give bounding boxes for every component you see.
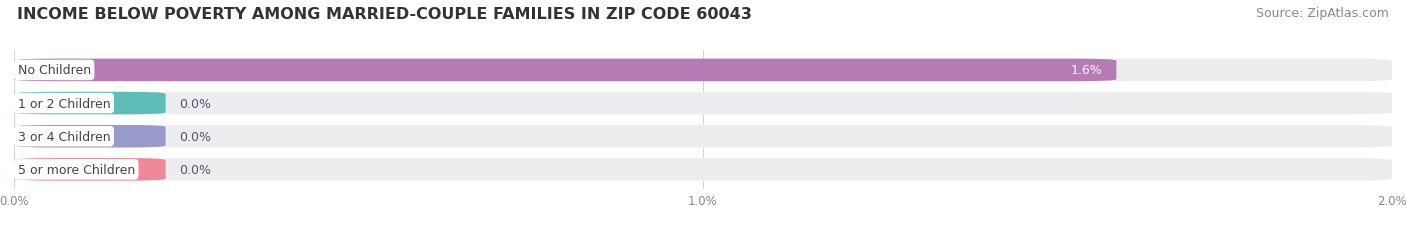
FancyBboxPatch shape [14,92,166,115]
FancyBboxPatch shape [14,158,166,181]
Text: 0.0%: 0.0% [180,163,211,176]
Text: INCOME BELOW POVERTY AMONG MARRIED-COUPLE FAMILIES IN ZIP CODE 60043: INCOME BELOW POVERTY AMONG MARRIED-COUPL… [17,7,752,22]
Text: 1.6%: 1.6% [1071,64,1102,77]
Text: 1 or 2 Children: 1 or 2 Children [17,97,110,110]
Text: 5 or more Children: 5 or more Children [17,163,135,176]
FancyBboxPatch shape [14,158,1392,181]
Text: 0.0%: 0.0% [180,97,211,110]
FancyBboxPatch shape [14,92,1392,115]
Text: No Children: No Children [17,64,90,77]
Text: 3 or 4 Children: 3 or 4 Children [17,130,110,143]
FancyBboxPatch shape [14,125,166,148]
FancyBboxPatch shape [14,59,1116,82]
Text: Source: ZipAtlas.com: Source: ZipAtlas.com [1256,7,1389,20]
Text: 0.0%: 0.0% [180,130,211,143]
FancyBboxPatch shape [14,59,1392,82]
FancyBboxPatch shape [14,125,1392,148]
